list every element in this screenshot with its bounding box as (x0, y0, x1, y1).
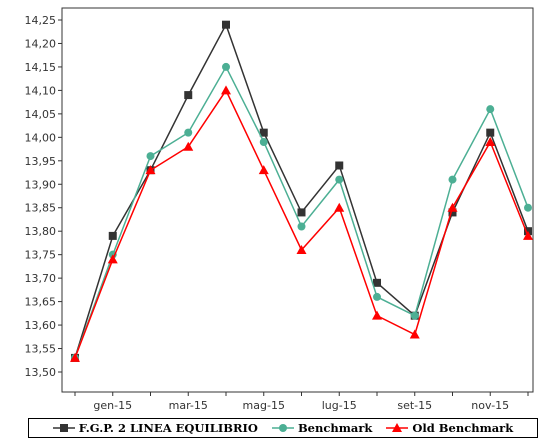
data-point-triangle (107, 254, 118, 264)
data-point-circle (222, 62, 230, 71)
y-axis: 13,50 13,55 13,60 13,65 13,70 13,75 13,80 13,85… (25, 14, 62, 379)
data-point-triangle (296, 244, 307, 254)
data-point-triangle (334, 202, 345, 212)
data-point-circle (486, 105, 495, 114)
legend-label-old-benchmark: Old Benchmark (412, 421, 514, 435)
series-layer (70, 20, 533, 362)
data-point-circle (410, 311, 419, 320)
data-point-square (448, 208, 457, 217)
y-tick-label: 14,15 (25, 61, 57, 74)
data-point-triangle (221, 85, 231, 95)
y-tick-label: 13,70 (25, 272, 57, 285)
y-tick-label: 13,90 (25, 178, 57, 191)
data-point-triangle (372, 310, 382, 320)
data-point-circle (373, 292, 381, 301)
data-point-circle (297, 222, 306, 231)
legend-circle-marker-icon (271, 424, 294, 432)
data-point-triangle (70, 352, 80, 362)
x-tick-label: gen-15 (93, 399, 132, 412)
plot-frame (61, 7, 534, 393)
y-tick-label: 14,05 (25, 108, 57, 121)
data-point-circle (448, 175, 457, 184)
y-tick-label: 13,65 (25, 296, 57, 309)
data-point-circle (146, 152, 155, 161)
y-tick-label: 13,75 (25, 249, 57, 262)
data-point-triangle (447, 202, 458, 212)
x-tick-label: mar-15 (169, 399, 208, 412)
legend-square-marker-icon (52, 424, 75, 432)
x-tick-label: nov-15 (471, 399, 509, 412)
y-tick-label: 14,10 (25, 84, 57, 97)
x-tick-label: mag-15 (243, 399, 285, 412)
y-tick-label: 13,85 (25, 202, 57, 215)
data-point-circle (259, 138, 268, 147)
chart-svg: 13,50 13,55 13,60 13,65 13,70 13,75 13,80 13,85… (25, 7, 534, 412)
data-point-square (184, 91, 193, 100)
y-tick-label: 13,50 (25, 366, 57, 379)
y-tick-label: 13,95 (25, 155, 57, 168)
data-point-triangle (485, 137, 496, 147)
data-point-circle (524, 203, 532, 212)
y-tick-label: 14,20 (25, 37, 57, 50)
y-tick-label: 13,60 (25, 319, 57, 332)
data-point-square (222, 20, 230, 29)
data-point-square (373, 278, 381, 287)
data-point-square (335, 161, 344, 170)
legend-item-old-benchmark: Old Benchmark (386, 421, 513, 435)
legend: F.G.P. 2 LINEA EQUILIBRIO Benchmark Old … (28, 418, 538, 438)
y-tick-label: 14,25 (25, 14, 57, 27)
data-point-square (297, 208, 306, 217)
series-2 (70, 85, 533, 362)
x-tick-label: lug-15 (322, 399, 357, 412)
legend-label-fgp: F.G.P. 2 LINEA EQUILIBRIO (78, 421, 258, 435)
data-point-triangle (409, 329, 420, 339)
legend-triangle-marker-icon (386, 423, 409, 432)
legend-item-benchmark: Benchmark (271, 421, 373, 435)
data-point-triangle (145, 165, 156, 175)
legend-item-fgp: F.G.P. 2 LINEA EQUILIBRIO (52, 421, 258, 435)
data-point-square (108, 231, 117, 240)
y-tick-label: 13,80 (25, 225, 57, 238)
data-point-triangle (258, 165, 269, 175)
data-point-circle (184, 128, 193, 137)
legend-label-benchmark: Benchmark (297, 421, 373, 435)
data-point-square (259, 128, 268, 137)
y-tick-label: 13,55 (25, 343, 57, 356)
data-point-triangle (183, 141, 194, 151)
data-point-square (486, 128, 495, 137)
data-point-circle (335, 175, 344, 184)
y-tick-label: 14,00 (25, 131, 57, 144)
data-point-triangle (523, 230, 533, 240)
x-axis: gen-15 mar-15 mag-15 lug-15 set-15 nov-15 (74, 392, 529, 412)
x-tick-label: set-15 (397, 399, 432, 412)
